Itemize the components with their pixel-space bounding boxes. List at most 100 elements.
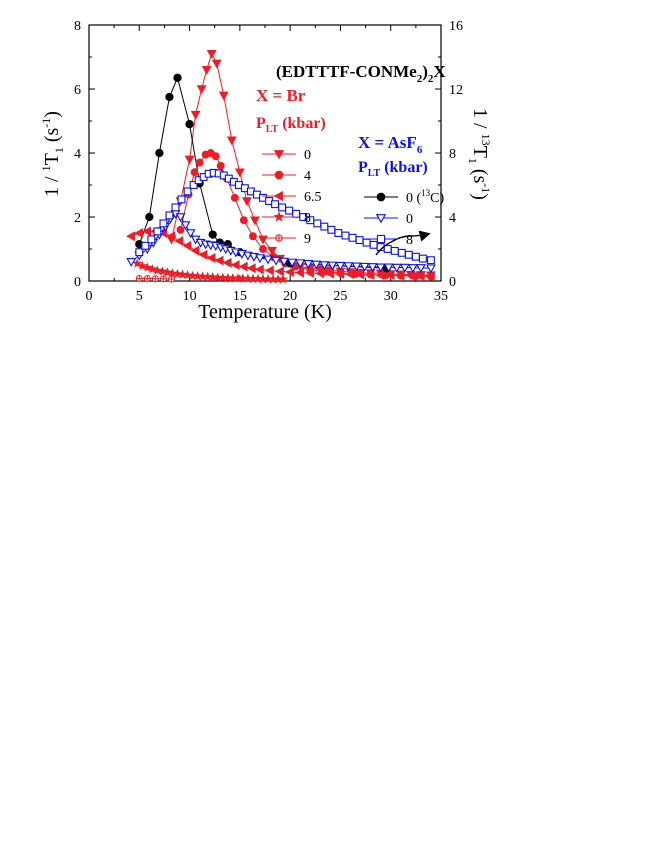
legend-marker xyxy=(273,190,283,202)
legend-group-asf6-title: X = AsF6 xyxy=(358,133,423,156)
legend-label: 9 xyxy=(304,232,311,247)
data-point xyxy=(362,238,371,247)
data-point xyxy=(173,73,182,82)
data-point xyxy=(343,262,354,272)
series-points xyxy=(126,50,436,284)
data-point xyxy=(230,193,239,202)
data-point xyxy=(167,268,178,278)
data-point xyxy=(234,168,245,178)
data-point xyxy=(405,270,415,281)
legend-marker xyxy=(376,234,386,244)
data-point xyxy=(305,268,315,278)
y-tick-label-left: 2 xyxy=(74,211,81,226)
y-tick-label-left: 4 xyxy=(74,147,81,162)
legend-marker xyxy=(376,192,386,202)
data-point xyxy=(208,230,217,239)
y-tick-label-right: 8 xyxy=(449,147,456,162)
data-point xyxy=(254,264,264,275)
data-point xyxy=(211,59,222,69)
data-point xyxy=(415,264,426,274)
data-point xyxy=(425,270,435,281)
data-point xyxy=(341,231,350,240)
data-point xyxy=(206,253,216,263)
legend-label: 8 xyxy=(406,233,413,248)
data-point xyxy=(259,245,267,253)
legend-item: 9 xyxy=(262,232,311,247)
legend-item: 0 xyxy=(262,148,311,163)
legend-group-br-subtitle: PLT (kbar) xyxy=(256,115,326,135)
data-point xyxy=(126,231,135,242)
data-point xyxy=(351,262,362,272)
data-point xyxy=(174,236,184,246)
data-point xyxy=(369,240,378,249)
data-point xyxy=(327,261,338,271)
data-point xyxy=(287,258,298,268)
legend-group-br-title: X = Br xyxy=(256,86,306,105)
data-point xyxy=(271,256,281,266)
data-point xyxy=(190,168,199,177)
data-point xyxy=(151,275,159,283)
data-point xyxy=(172,268,183,279)
data-point xyxy=(190,245,200,256)
y-tick-label-left: 6 xyxy=(74,83,81,98)
data-point xyxy=(180,221,191,231)
data-point xyxy=(267,246,277,256)
data-point xyxy=(238,261,248,272)
data-point xyxy=(426,256,435,265)
data-point xyxy=(263,255,273,265)
data-point xyxy=(166,231,176,242)
data-point xyxy=(295,259,306,269)
y-tick-label-right: 12 xyxy=(449,83,463,98)
data-point xyxy=(195,158,204,167)
data-point xyxy=(335,261,346,271)
legend-item: 4 xyxy=(262,169,311,184)
data-point xyxy=(383,245,392,253)
data-point xyxy=(185,120,194,129)
data-point xyxy=(141,241,150,250)
legend-label: 4 xyxy=(304,169,311,184)
data-point xyxy=(226,136,237,146)
data-point xyxy=(250,216,260,226)
series-points-4 xyxy=(135,274,175,283)
data-point xyxy=(167,275,175,283)
y-axis-label-right: 1 / 13T1 (s-1) xyxy=(466,108,493,200)
data-point xyxy=(147,264,158,274)
data-point xyxy=(334,229,343,237)
data-point xyxy=(348,233,357,242)
data-point xyxy=(279,257,290,267)
data-point xyxy=(383,263,394,273)
legend-item: 8 xyxy=(364,233,413,248)
data-point xyxy=(285,206,294,215)
x-tick-label: 35 xyxy=(434,289,448,304)
data-point xyxy=(206,50,217,59)
data-point xyxy=(278,203,287,212)
data-point xyxy=(390,246,399,255)
data-point xyxy=(153,227,162,236)
data-point xyxy=(407,264,418,274)
data-point xyxy=(385,270,395,281)
data-point xyxy=(248,232,257,241)
data-point xyxy=(152,265,163,275)
arrow-13c-to-right-axis xyxy=(375,230,431,256)
data-point xyxy=(147,235,156,244)
y-tick-label-right: 16 xyxy=(449,19,463,34)
data-point xyxy=(176,225,185,234)
x-tick-label: 15 xyxy=(233,289,247,304)
nmr-relaxation-chart: 0 5 10 15 20 25 30 35 0 2 4 6 8 0 4 8 12 16 (EDTTTF-CONMe… xyxy=(0,0,664,340)
data-point xyxy=(230,260,240,270)
data-point xyxy=(325,268,335,279)
data-point xyxy=(134,228,144,238)
series-points-3 xyxy=(132,258,288,284)
legend-label: 0 (13C) xyxy=(406,188,445,206)
legend-label-isotope: 13 xyxy=(421,188,431,198)
data-point xyxy=(355,236,364,244)
data-point xyxy=(415,270,425,281)
data-point xyxy=(196,85,207,95)
data-point xyxy=(418,254,427,263)
data-point xyxy=(395,270,405,281)
y-tick-label-left: 0 xyxy=(74,275,81,290)
data-point xyxy=(391,263,402,273)
data-point xyxy=(211,152,220,161)
data-point xyxy=(171,203,180,212)
data-point xyxy=(365,269,375,280)
